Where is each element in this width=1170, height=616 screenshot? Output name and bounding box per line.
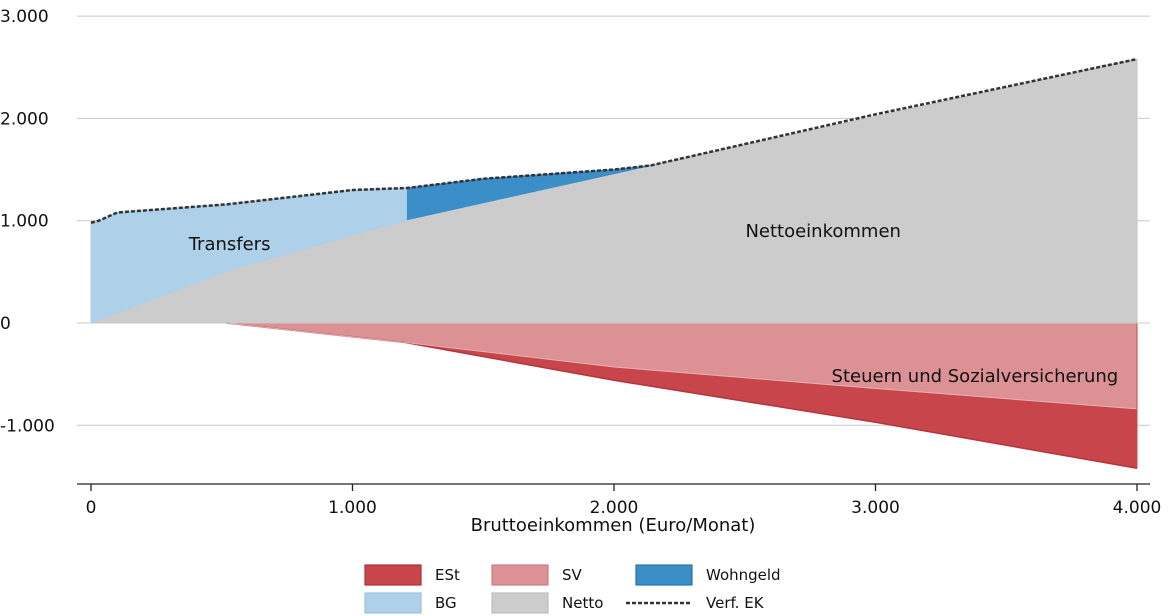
legend-label: Netto (562, 594, 603, 612)
legend-label: Wohngeld (706, 566, 781, 584)
x-tick-label: 4.000 (1113, 498, 1162, 518)
line-series (77, 57, 1150, 470)
area-series (90, 58, 1138, 469)
legend-swatch (364, 564, 422, 586)
legend-swatch (491, 592, 549, 614)
y-tick-label: 3.000 (0, 7, 49, 27)
area-wohngeld (406, 164, 651, 221)
legend-label: SV (562, 566, 583, 584)
legend-label: BG (435, 594, 457, 612)
y-tick-label: -1.000 (0, 416, 55, 436)
y-tick-label: 2.000 (0, 109, 49, 129)
axes: -1.000 0 1.000 2.000 3.000 0 1.000 2.000 3.000 4.… (0, 7, 1161, 518)
area-netto (90, 58, 1138, 324)
legend: ESt SV Wohngeld BG Netto Verf. EK (364, 564, 781, 614)
annotation-label: Nettoeinkommen (745, 221, 901, 242)
annotations: Transfers Nettoeinkommen Steuern und Sozia… (188, 221, 1118, 387)
legend-swatch (364, 592, 422, 614)
y-tick-label: 0 (0, 314, 11, 334)
annotation-label: Steuern und Sozialversicherung (832, 366, 1119, 387)
annotation-label: Transfers (188, 234, 271, 255)
x-tick-label: 3.000 (851, 498, 900, 518)
x-tick-label: 1.000 (328, 498, 377, 518)
line-verf-ek (90, 57, 1138, 224)
x-tick-label: 2.000 (590, 498, 639, 518)
y-tick-label: 1.000 (0, 212, 49, 232)
x-tick-label: 0 (86, 498, 97, 518)
legend-label: Verf. EK (706, 594, 765, 612)
sv-edge (226, 322, 1138, 410)
x-axis-title: Bruttoeinkommen (Euro/Monat) (471, 515, 756, 536)
legend-swatch (491, 564, 549, 586)
legend-label: ESt (435, 566, 460, 584)
area-sv (226, 323, 1138, 409)
legend-swatch (635, 564, 693, 586)
